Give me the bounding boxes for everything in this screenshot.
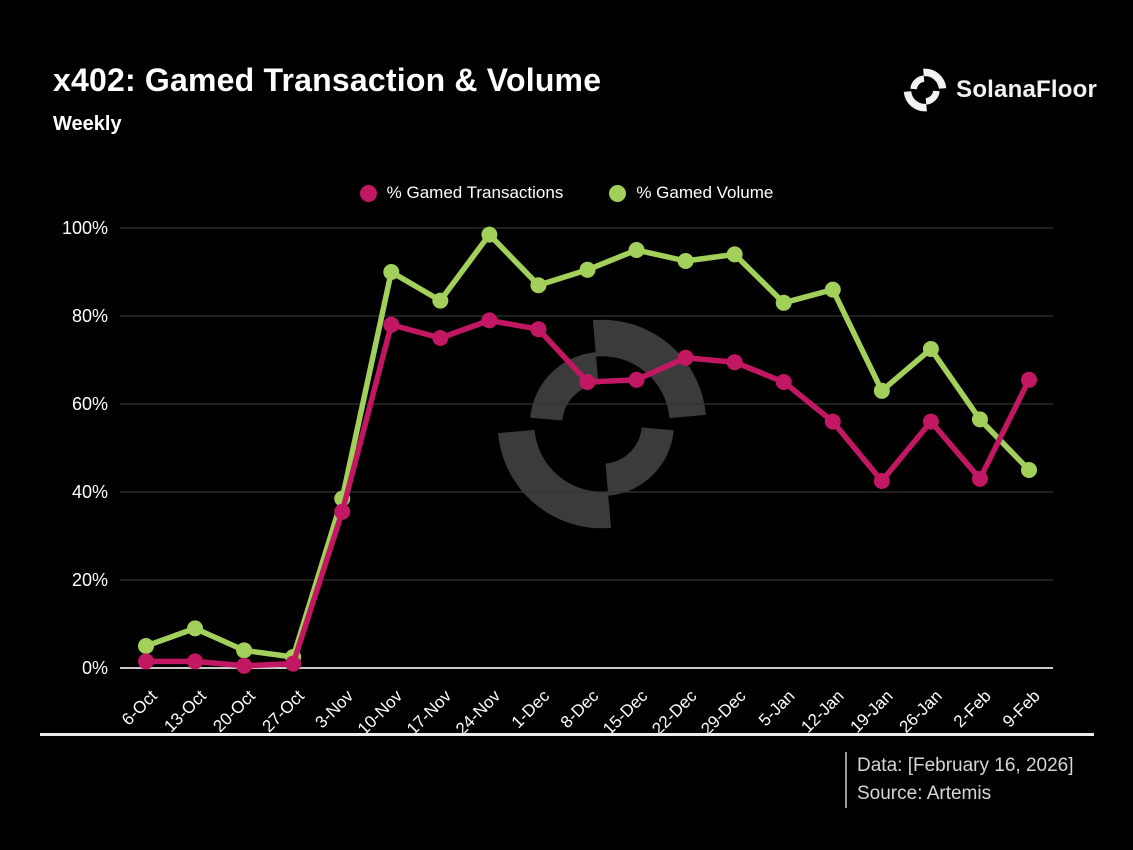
brand-logo: SolanaFloor (903, 68, 1097, 112)
x-tick-label: 26-Jan (896, 686, 946, 736)
data-point (530, 277, 547, 294)
y-tick-label: 80% (72, 306, 108, 326)
data-point (775, 374, 792, 390)
page-title: x402: Gamed Transaction & Volume (53, 62, 602, 98)
data-point (481, 312, 498, 329)
data-point (677, 349, 694, 366)
x-tick-label: 5-Jan (755, 686, 799, 730)
data-point (187, 620, 204, 637)
data-point (873, 382, 890, 399)
x-tick-label: 19-Jan (846, 686, 896, 736)
data-point (628, 242, 645, 258)
x-tick-label: 6-Oct (118, 686, 161, 729)
data-point (824, 413, 841, 430)
x-tick-label: 8-Dec (557, 686, 603, 732)
footer: Data: [February 16, 2026] Source: Artemi… (845, 752, 1074, 808)
legend-item-transactions: % Gamed Transactions (359, 183, 564, 203)
x-tick-label: 1-Dec (508, 686, 554, 732)
x-tick-label: 20-Oct (209, 686, 259, 736)
data-point (677, 253, 694, 269)
x-tick-label: 12-Jan (797, 686, 847, 736)
legend-dot-volume (609, 184, 627, 202)
data-point (432, 330, 449, 346)
data-point (236, 642, 253, 659)
data-point (971, 470, 988, 487)
data-point (726, 246, 743, 263)
series-line (145, 231, 1031, 660)
data-point (236, 657, 253, 674)
data-point (628, 371, 645, 388)
x-tick-label: 10-Nov (354, 686, 407, 739)
data-point (187, 653, 204, 670)
data-point (922, 341, 939, 357)
data-point (579, 374, 596, 390)
data-point (922, 413, 939, 430)
chart-legend: % Gamed Transactions % Gamed Volume (0, 183, 1133, 203)
data-point (383, 264, 400, 280)
data-point (285, 655, 302, 672)
footer-source: Source: Artemis (857, 783, 992, 804)
x-tick-label: 3-Nov (312, 686, 358, 732)
data-point (334, 503, 351, 520)
data-point (383, 316, 400, 333)
solanafloor-icon (903, 68, 947, 112)
x-tick-label: 17-Nov (403, 686, 456, 739)
data-point (432, 292, 449, 309)
x-tick-label: 27-Oct (258, 686, 308, 736)
y-tick-label: 0% (82, 658, 108, 678)
data-point (971, 411, 988, 428)
legend-label-transactions: % Gamed Transactions (386, 183, 564, 202)
brand-name: SolanaFloor (956, 76, 1097, 103)
x-tick-label: 13-Oct (160, 686, 210, 736)
data-point (530, 321, 547, 338)
legend-dot-transactions (359, 184, 377, 202)
x-tick-label: 9-Feb (999, 686, 1044, 731)
data-point (1021, 462, 1037, 478)
x-tick-label: 2-Feb (950, 686, 995, 731)
legend-item-volume: % Gamed Volume (609, 183, 773, 203)
watermark-logo (498, 319, 706, 529)
page-subtitle: Weekly (53, 113, 122, 135)
data-point (1021, 371, 1037, 388)
data-point (481, 226, 498, 243)
x-tick-label: 29-Dec (697, 686, 750, 739)
y-tick-label: 20% (72, 570, 108, 590)
data-point (873, 473, 890, 489)
y-tick-label: 100% (62, 218, 108, 238)
x-tick-label: 15-Dec (599, 686, 652, 739)
data-point (138, 638, 154, 654)
bottom-divider (40, 733, 1094, 736)
data-point (579, 261, 596, 278)
data-point (824, 281, 841, 298)
y-tick-label: 60% (72, 394, 108, 414)
footer-data-date: Data: [February 16, 2026] (857, 755, 1074, 776)
x-tick-label: 24-Nov (452, 686, 505, 739)
data-point (775, 294, 792, 311)
data-point (138, 653, 154, 670)
data-point (726, 354, 743, 371)
legend-label-volume: % Gamed Volume (636, 183, 774, 202)
x-tick-label: 22-Dec (648, 686, 701, 739)
y-tick-label: 40% (72, 482, 108, 502)
